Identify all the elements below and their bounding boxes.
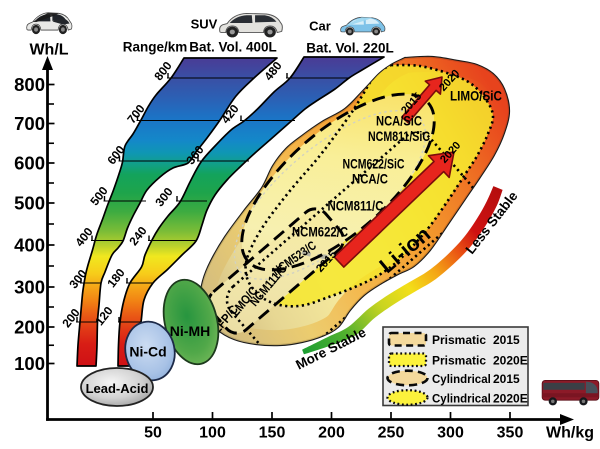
svg-text:Cylindrical: Cylindrical [432,394,491,406]
svg-text:NCM622/C: NCM622/C [292,224,348,240]
svg-text:LIMO/SiC: LIMO/SiC [450,88,502,104]
svg-text:100: 100 [14,353,45,374]
svg-text:2015: 2015 [493,333,520,347]
svg-text:50: 50 [144,425,162,442]
svg-text:350: 350 [497,425,524,442]
svg-text:400: 400 [14,235,45,256]
svg-text:800: 800 [14,74,45,95]
svg-text:SUV: SUV [191,17,218,32]
svg-text:Wh/kg: Wh/kg [546,425,594,442]
svg-text:NCM622/SiC: NCM622/SiC [343,156,405,172]
svg-text:200: 200 [14,317,45,338]
svg-text:Cylindrical: Cylindrical [432,374,491,386]
svg-text:150: 150 [259,425,286,442]
svg-text:600: 600 [14,153,45,174]
svg-text:2020E: 2020E [493,354,528,368]
svg-text:Car: Car [309,19,331,34]
svg-text:Ni-MH: Ni-MH [170,323,210,339]
svg-text:Prismatic: Prismatic [432,333,486,347]
svg-text:NCA/C: NCA/C [352,171,388,187]
svg-text:2020E: 2020E [493,392,528,406]
svg-text:Range/km: Range/km [123,40,188,55]
svg-text:NCA/SiC: NCA/SiC [376,113,422,129]
svg-text:500: 500 [14,193,45,214]
svg-text:200: 200 [318,425,345,442]
svg-text:Lead-Acid: Lead-Acid [86,381,149,396]
svg-text:Prismatic: Prismatic [432,354,486,368]
svg-text:100: 100 [199,425,226,442]
svg-text:NCM811/SiC: NCM811/SiC [368,128,430,144]
svg-text:700: 700 [14,113,45,134]
svg-text:Bat. Vol. 220L: Bat. Vol. 220L [306,41,394,56]
svg-text:Ni-Cd: Ni-Cd [129,344,166,360]
svg-text:Bat. Vol. 400L: Bat. Vol. 400L [189,40,277,55]
svg-text:300: 300 [14,277,45,298]
svg-text:2015: 2015 [493,372,520,386]
svg-text:NCM811/C: NCM811/C [328,198,384,214]
svg-text:300: 300 [437,425,464,442]
svg-text:Wh/L: Wh/L [29,42,68,59]
svg-text:250: 250 [378,425,405,442]
